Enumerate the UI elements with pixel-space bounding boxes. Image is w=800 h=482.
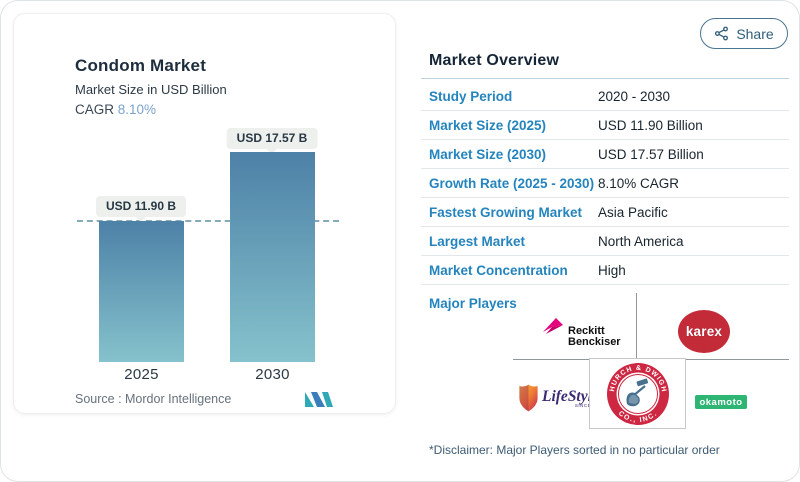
arm-and-hammer-icon [625, 378, 648, 406]
reckitt-benckiser-logo: Reckitt Benckiser [541, 317, 621, 348]
row-divider [421, 284, 789, 285]
row-label: Study Period [429, 89, 513, 104]
major-players-label: Major Players [429, 296, 517, 311]
overview-title: Market Overview [429, 52, 560, 69]
bar-value-label-2030: USD 17.57 B [226, 128, 318, 149]
market-chart-card: Condom Market Market Size in USD Billion… [13, 13, 396, 414]
table-row-study-period: Study Period 2020 - 2030 [421, 82, 789, 111]
chart-cagr: CAGR 8.10% [75, 102, 156, 117]
row-value: 8.10% CAGR [598, 176, 680, 191]
row-label: Growth Rate (2025 - 2030) [429, 176, 595, 191]
reference-dashed-line [77, 220, 339, 222]
chart-subtitle: Market Size in USD Billion [75, 82, 227, 97]
church-and-dwight-logo: CHURCH & DWIGHT CO., INC. [589, 358, 686, 429]
source-attribution: Source : Mordor Intelligence [75, 392, 232, 406]
row-divider [421, 255, 789, 256]
bar-2030 [230, 152, 315, 362]
bar-value-label-2025: USD 11.90 B [95, 196, 187, 217]
row-value: USD 11.90 Billion [598, 118, 703, 133]
x-axis-label-2030: 2030 [255, 366, 290, 383]
cagr-value: 8.10% [117, 102, 157, 117]
row-value: Asia Pacific [598, 205, 668, 220]
cagr-label: CAGR [75, 102, 115, 117]
table-row-largest-market: Largest Market North America [421, 227, 789, 256]
row-divider [421, 168, 789, 169]
mordor-intelligence-logo [305, 392, 333, 407]
chart-title: Condom Market [75, 56, 207, 75]
karex-logo: karex [678, 310, 730, 353]
row-value: North America [598, 234, 684, 249]
row-label: Market Concentration [429, 263, 568, 278]
row-value: High [598, 263, 626, 278]
row-value: 2020 - 2030 [598, 89, 671, 104]
bar-2025 [99, 221, 184, 362]
table-row-market-size-2030: Market Size (2030) USD 17.57 Billion [421, 140, 789, 169]
row-divider [421, 110, 789, 111]
table-row-growth-rate: Growth Rate (2025 - 2030) 8.10% CAGR [421, 169, 789, 198]
table-row-market-size-2025: Market Size (2025) USD 11.90 Billion [421, 111, 789, 140]
row-label: Market Size (2025) [429, 118, 547, 133]
table-row-fastest-growing-market: Fastest Growing Market Asia Pacific [421, 198, 789, 227]
share-icon [715, 26, 729, 41]
reckitt-line1: Reckitt [568, 325, 605, 337]
row-divider [421, 139, 789, 140]
x-axis-label-2025: 2025 [124, 366, 159, 383]
share-button[interactable]: Share [700, 18, 788, 49]
share-button-label: Share [736, 25, 774, 42]
table-row-market-concentration: Market Concentration High [421, 256, 789, 285]
row-divider [421, 226, 789, 227]
players-vertical-divider [636, 293, 637, 359]
row-divider [421, 197, 789, 198]
okamoto-logo: okamoto [695, 395, 747, 409]
row-label: Market Size (2030) [429, 147, 547, 162]
okamoto-text: okamoto [699, 396, 743, 408]
row-label: Fastest Growing Market [429, 205, 583, 220]
players-disclaimer: *Disclaimer: Major Players sorted in no … [429, 443, 720, 457]
lifestyles-shield-icon [519, 384, 538, 412]
karex-text: karex [685, 324, 723, 339]
reckitt-kite-icon [543, 318, 563, 334]
overview-title-divider [421, 78, 789, 79]
row-label: Largest Market [429, 234, 526, 249]
row-value: USD 17.57 Billion [598, 147, 704, 162]
reckitt-line2: Benckiser [568, 336, 621, 348]
